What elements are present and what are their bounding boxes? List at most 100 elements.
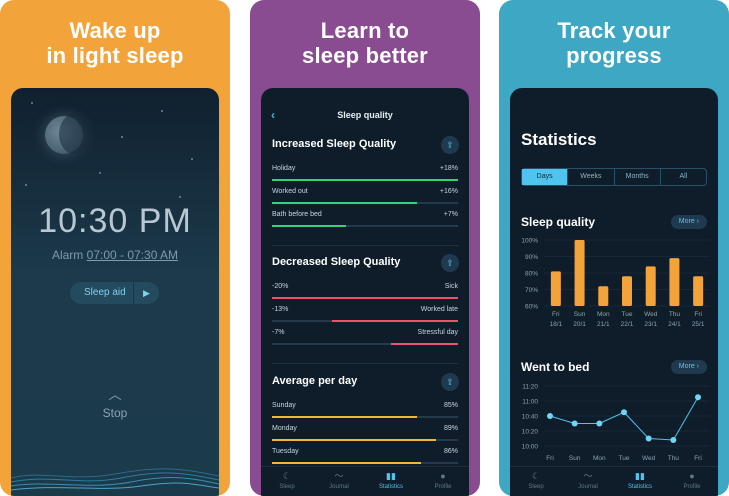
x-tick-label: Wed (644, 311, 658, 318)
factor-row: Monday 89% (272, 425, 458, 445)
section-title: Average per day (272, 375, 358, 387)
y-tick-label: 80% (525, 271, 538, 278)
bar-chart-icon: ▮▮ (386, 471, 396, 481)
factor-label: Bath before bed (272, 211, 322, 218)
x-tick-label: Fri (694, 455, 702, 462)
headline-track: Track your progress (499, 18, 729, 68)
back-chevron-icon[interactable]: ‹ (271, 108, 275, 122)
segment-months[interactable]: Months (615, 169, 661, 185)
tab-statistics[interactable]: ▮▮ Statistics (365, 471, 417, 490)
segment-days[interactable]: Days (522, 169, 569, 185)
bar[interactable] (645, 266, 656, 306)
play-icon[interactable]: ▶ (133, 282, 159, 304)
screen-header-title: Sleep quality (337, 110, 393, 120)
tab-journal[interactable]: 〜 Journal (313, 471, 365, 490)
section-title: Decreased Sleep Quality (272, 256, 401, 268)
factor-bar-track (272, 343, 458, 345)
tab-label: Journal (329, 484, 349, 490)
sleep-quality-bar-chart: 100% 90% 80% 70% 60% Fri 18/1 Sun 20/1 Mon 21/1 Tue… (521, 238, 710, 328)
headline-wake-line2: in light sleep (46, 43, 184, 68)
share-icon[interactable]: ⇪ (441, 254, 459, 272)
tab-sleep[interactable]: ☾ Sleep (261, 471, 313, 490)
data-point[interactable] (547, 413, 553, 419)
bar[interactable] (622, 276, 632, 306)
factor-label: Tuesday (272, 448, 299, 455)
data-point[interactable] (596, 420, 603, 427)
factor-label: Stressful day (417, 329, 458, 336)
factor-value: -13% (272, 306, 289, 313)
tab-bar: ☾ Sleep 〜 Journal ▮▮ Statistics ● Profile (510, 466, 718, 496)
tab-label: Statistics (627, 484, 652, 490)
bar[interactable] (550, 271, 561, 306)
x-tick-sublabel: 20/1 (573, 321, 586, 328)
section-divider (272, 245, 458, 246)
panel-track: Track your progress Statistics Days Weeks… (499, 0, 729, 496)
data-point[interactable] (670, 437, 677, 443)
share-icon[interactable]: ⇪ (441, 136, 459, 154)
factor-label: Monday (272, 425, 297, 432)
x-tick-sublabel: 25/1 (692, 321, 705, 328)
factor-label: Holiday (272, 165, 296, 172)
bar[interactable] (574, 240, 585, 306)
tab-profile[interactable]: ● Profile (666, 471, 718, 490)
panel-wake: Wake up in light sleep 10:30 PM Alarm 07… (0, 0, 230, 496)
factor-label: Worked out (272, 188, 308, 195)
y-tick-label: 70% (525, 287, 538, 294)
bar[interactable] (598, 286, 609, 306)
x-tick-label: Mon (593, 455, 606, 462)
bar[interactable] (669, 258, 680, 306)
tab-label: Profile (683, 484, 701, 490)
alarm-window[interactable]: Alarm 07:00 - 07:30 AM (11, 248, 219, 262)
tab-sleep[interactable]: ☾ Sleep (510, 471, 562, 490)
y-tick-label: 100% (521, 238, 538, 245)
went-to-bed-chart-title: Went to bed (521, 360, 590, 374)
headline-track-line2: progress (566, 43, 662, 68)
tab-statistics[interactable]: ▮▮ Statistics (614, 471, 666, 490)
sleep-aid-button[interactable]: Sleep aid ▶ (70, 282, 159, 304)
factor-value: 89% (443, 425, 458, 432)
y-tick-label: 10:00 (522, 444, 539, 451)
period-segmented-control: Days Weeks Months All (521, 168, 707, 186)
person-icon: ● (440, 471, 446, 481)
factor-label: Sunday (272, 402, 296, 409)
share-icon[interactable]: ⇪ (441, 373, 459, 391)
factor-bar-fill (272, 416, 417, 418)
factor-value: -7% (272, 329, 285, 336)
went-to-bed-more-button[interactable]: More › (670, 360, 707, 374)
factor-bar-track (272, 297, 458, 299)
factor-bar-fill (272, 225, 346, 227)
stop-button[interactable]: Stop (102, 406, 128, 420)
tab-label: Journal (578, 484, 598, 490)
alarm-range[interactable]: 07:00 - 07:30 AM (86, 248, 179, 262)
pulse-icon: 〜 (583, 471, 593, 481)
x-tick-label: Tue (619, 455, 630, 462)
sleep-quality-more-button[interactable]: More › (670, 215, 707, 229)
y-tick-label: 11:00 (522, 399, 538, 406)
more-label: More (678, 218, 695, 225)
bar[interactable] (693, 276, 704, 306)
x-tick-sublabel: 23/1 (644, 321, 657, 328)
segment-all[interactable]: All (679, 173, 688, 180)
bar-chart-icon: ▮▮ (635, 471, 645, 481)
chevron-up-icon[interactable]: ︿ (108, 387, 122, 402)
factor-bar-fill (272, 179, 458, 181)
tab-bar: ☾ Sleep 〜 Journal ▮▮ Statistics ● Profile (261, 466, 469, 496)
tab-journal[interactable]: 〜 Journal (562, 471, 614, 490)
factor-row: -13% Worked late (272, 306, 458, 326)
moon-icon: ☾ (531, 471, 541, 481)
data-point[interactable] (695, 394, 701, 401)
data-point[interactable] (645, 435, 652, 442)
data-point[interactable] (621, 409, 627, 416)
segment-weeks[interactable]: Weeks (568, 169, 615, 185)
factor-value: 85% (443, 402, 458, 409)
tab-profile[interactable]: ● Profile (417, 471, 469, 490)
data-point[interactable] (571, 420, 578, 427)
factor-bar-track (272, 202, 458, 204)
factor-row: Holiday +18% (272, 165, 458, 185)
factor-value: 86% (443, 448, 458, 455)
sleep-aid-label: Sleep aid (84, 287, 126, 298)
headline-learn: Learn to sleep better (250, 18, 480, 68)
factor-row: Bath before bed +7% (272, 211, 458, 231)
factor-bar-fill (272, 297, 458, 299)
